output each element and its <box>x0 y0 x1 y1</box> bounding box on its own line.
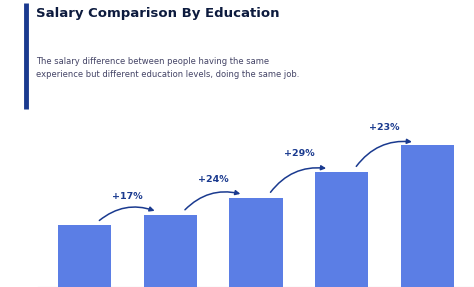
Text: The salary difference between people having the same
experience but different ed: The salary difference between people hav… <box>36 57 299 79</box>
Bar <box>144 215 197 287</box>
FancyArrowPatch shape <box>100 207 153 220</box>
Text: +24%: +24% <box>198 175 228 184</box>
Text: +29%: +29% <box>283 149 314 158</box>
FancyArrowPatch shape <box>356 139 410 166</box>
Text: +17%: +17% <box>112 192 143 201</box>
Text: Salary Comparison By Education: Salary Comparison By Education <box>36 7 279 20</box>
FancyArrowPatch shape <box>271 166 324 192</box>
FancyArrowPatch shape <box>185 191 239 210</box>
Bar <box>229 198 283 287</box>
Bar <box>58 225 111 287</box>
Text: +23%: +23% <box>369 123 400 132</box>
Bar <box>315 172 368 287</box>
Bar <box>401 145 454 287</box>
